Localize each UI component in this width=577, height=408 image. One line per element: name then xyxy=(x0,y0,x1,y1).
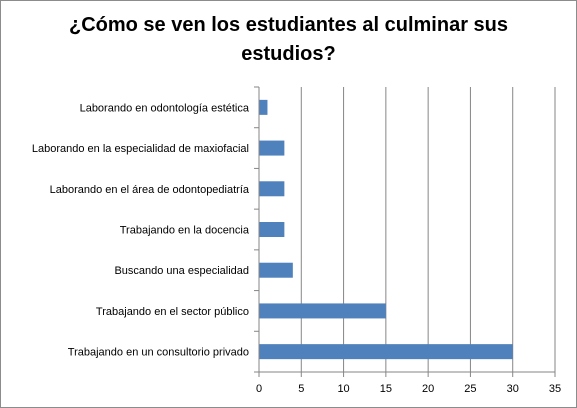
x-tick-label: 20 xyxy=(422,383,434,395)
x-tick-label: 35 xyxy=(549,383,561,395)
category-label: Laborando en el área de odontopediatría xyxy=(50,184,250,196)
bar xyxy=(259,181,285,197)
category-label: Trabajando en el sector público xyxy=(96,306,249,318)
category-label: Laborando en la especialidad de maxiofac… xyxy=(32,143,249,155)
category-label: Buscando una especialidad xyxy=(114,265,249,277)
x-tick-label: 0 xyxy=(256,383,262,395)
category-label: Trabajando en un consultorio privado xyxy=(68,347,249,359)
category-label: Laborando en odontología estética xyxy=(80,102,250,114)
x-tick-label: 10 xyxy=(337,383,349,395)
bar xyxy=(259,262,293,278)
bar xyxy=(259,344,513,360)
bar xyxy=(259,303,386,319)
x-tick-label: 30 xyxy=(507,383,519,395)
category-label: Trabajando en la docencia xyxy=(120,225,250,237)
bar xyxy=(259,222,285,237)
x-tick-label: 25 xyxy=(464,383,476,395)
bar xyxy=(259,99,268,115)
x-tick-label: 15 xyxy=(380,383,392,395)
bar xyxy=(259,140,285,156)
x-tick-label: 5 xyxy=(298,383,304,395)
chart-title: ¿Cómo se ven los estudiantes al culminar… xyxy=(68,14,509,65)
